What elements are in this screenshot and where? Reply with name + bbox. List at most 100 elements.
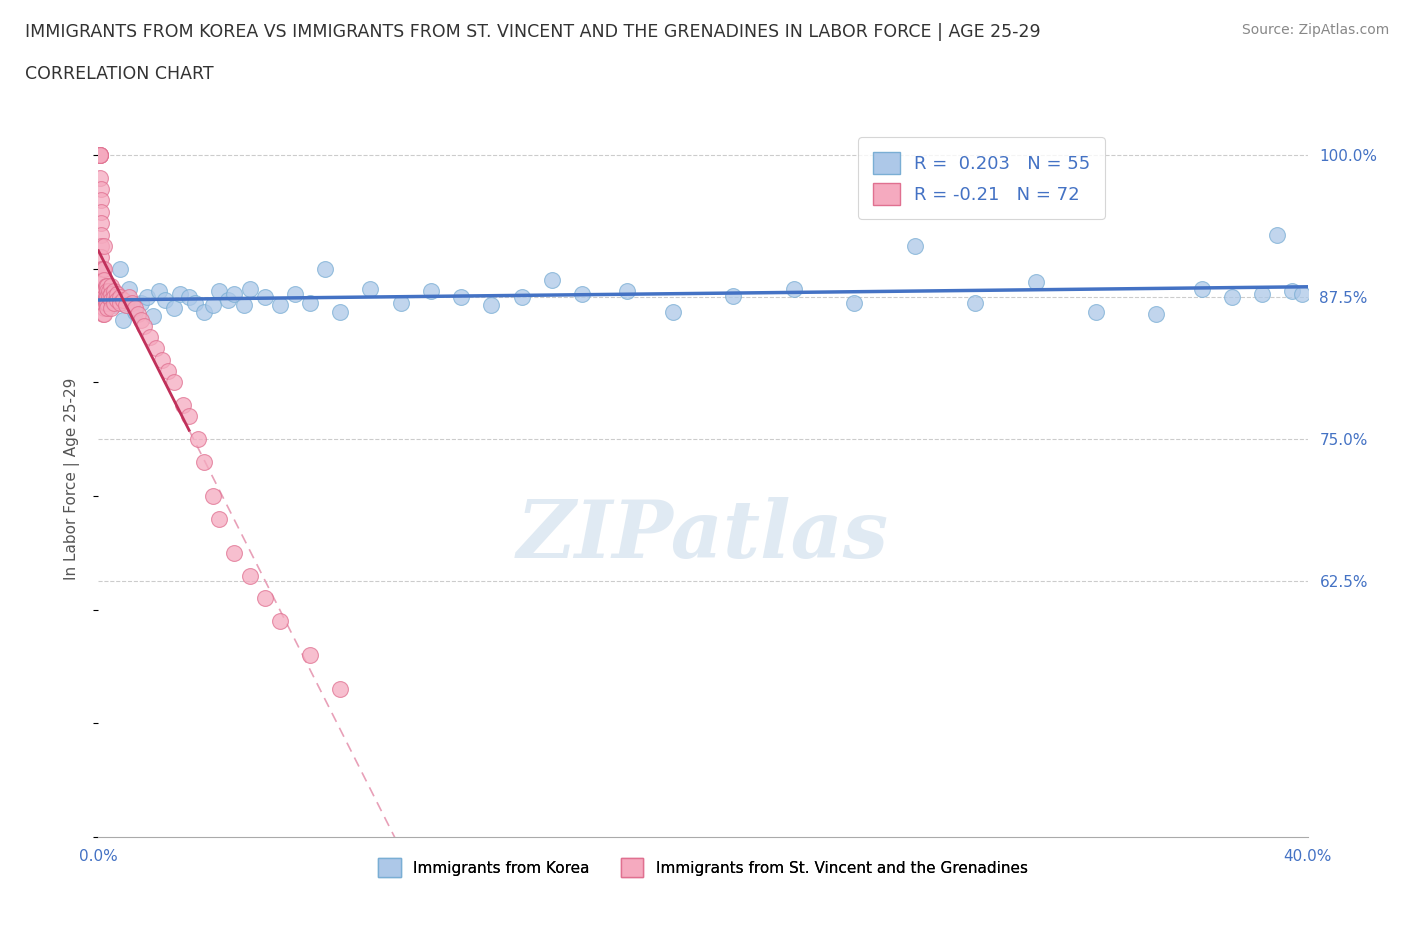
Point xyxy=(105,289,128,304)
Point xyxy=(108,261,131,276)
Point xyxy=(93,272,115,287)
Point xyxy=(1024,275,1046,290)
Point xyxy=(253,591,276,605)
Point xyxy=(389,296,412,311)
Point xyxy=(145,340,167,355)
Point xyxy=(965,296,987,311)
Point xyxy=(91,307,114,322)
Point xyxy=(661,304,683,319)
Point xyxy=(616,284,638,299)
Point xyxy=(96,301,118,316)
Point xyxy=(1191,282,1213,297)
Point xyxy=(169,286,191,301)
Point xyxy=(783,282,806,297)
Point xyxy=(100,293,122,308)
Point xyxy=(96,289,118,304)
Point xyxy=(1220,289,1243,304)
Point xyxy=(129,296,152,311)
Point xyxy=(114,296,136,311)
Point xyxy=(89,148,111,163)
Point xyxy=(299,647,322,662)
Point xyxy=(163,375,186,390)
Point xyxy=(253,289,276,304)
Point xyxy=(93,261,115,276)
Point xyxy=(132,318,155,333)
Point xyxy=(89,148,111,163)
Point xyxy=(208,284,231,299)
Point xyxy=(139,329,162,344)
Point xyxy=(93,301,115,316)
Point xyxy=(148,284,170,299)
Point xyxy=(150,352,173,367)
Point xyxy=(540,272,562,287)
Point xyxy=(96,278,118,293)
Point xyxy=(96,296,118,311)
Point xyxy=(844,296,866,311)
Point xyxy=(224,286,246,301)
Point xyxy=(153,293,176,308)
Text: IMMIGRANTS FROM KOREA VS IMMIGRANTS FROM ST. VINCENT AND THE GRENADINES IN LABOR: IMMIGRANTS FROM KOREA VS IMMIGRANTS FROM… xyxy=(25,23,1040,41)
Point xyxy=(93,307,115,322)
Point xyxy=(269,614,291,629)
Point xyxy=(284,286,307,301)
Point xyxy=(179,289,201,304)
Point xyxy=(90,181,112,196)
Point xyxy=(1291,286,1313,301)
Point xyxy=(90,216,112,231)
Point xyxy=(299,296,322,311)
Point xyxy=(100,284,122,299)
Point xyxy=(193,455,215,470)
Text: CORRELATION CHART: CORRELATION CHART xyxy=(25,65,214,83)
Point xyxy=(124,301,146,316)
Point xyxy=(314,261,336,276)
Point xyxy=(100,278,122,293)
Point xyxy=(89,170,111,185)
Point xyxy=(98,289,121,304)
Point xyxy=(127,307,149,322)
Point xyxy=(121,296,143,311)
Point xyxy=(89,148,111,163)
Point xyxy=(232,298,254,312)
Point xyxy=(114,298,136,312)
Point xyxy=(108,296,131,311)
Point xyxy=(360,282,382,297)
Point xyxy=(224,545,246,560)
Point xyxy=(172,398,194,413)
Point xyxy=(450,289,472,304)
Point xyxy=(179,409,201,424)
Point xyxy=(202,488,225,503)
Point xyxy=(105,293,128,308)
Point xyxy=(89,148,111,163)
Point xyxy=(100,286,122,301)
Point xyxy=(217,293,239,308)
Point xyxy=(142,309,165,324)
Point xyxy=(93,238,115,253)
Point xyxy=(90,227,112,242)
Point xyxy=(904,238,927,253)
Point xyxy=(1281,284,1303,299)
Point xyxy=(94,289,117,304)
Point xyxy=(94,278,117,293)
Point xyxy=(91,284,114,299)
Point xyxy=(103,296,125,311)
Point xyxy=(124,304,146,319)
Point xyxy=(156,364,179,379)
Point xyxy=(481,298,503,312)
Point xyxy=(91,296,114,311)
Point xyxy=(111,312,134,327)
Point xyxy=(239,568,262,583)
Point xyxy=(96,284,118,299)
Point xyxy=(93,284,115,299)
Point xyxy=(187,432,209,446)
Point xyxy=(118,289,141,304)
Point xyxy=(90,205,112,219)
Point xyxy=(103,289,125,304)
Point xyxy=(723,288,745,303)
Point xyxy=(93,296,115,311)
Point xyxy=(135,289,157,304)
Point xyxy=(1267,227,1289,242)
Point xyxy=(510,289,533,304)
Point xyxy=(111,293,134,308)
Point xyxy=(420,284,443,299)
Point xyxy=(90,261,112,276)
